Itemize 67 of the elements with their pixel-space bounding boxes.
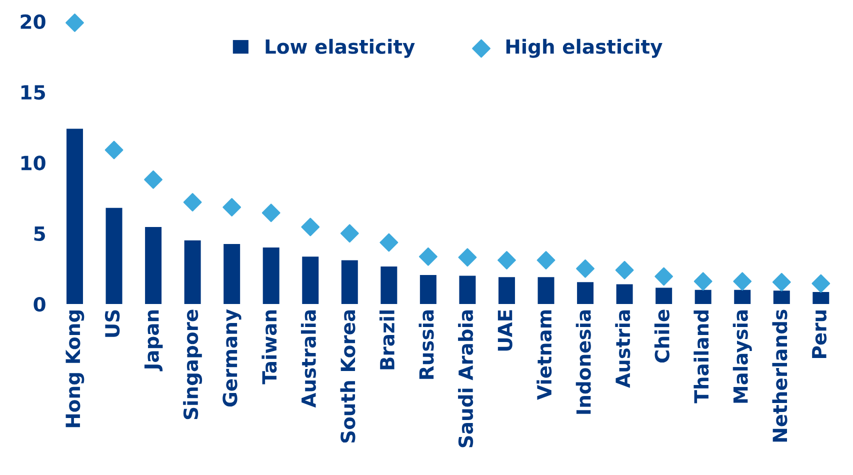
x-tick-label: Saudi Arabia [458,310,474,448]
x-tick-label: Japan [144,310,163,372]
x-tick-label: Hong Kong [66,310,84,428]
bar [773,290,790,304]
x-tick-label: Peru [812,310,827,358]
bar [380,266,398,304]
bar [262,247,280,304]
bar [812,292,830,304]
point [66,14,84,32]
bar [656,288,672,304]
legend-label: Low elasticity [266,38,415,58]
x-tick-label: Brazil [380,310,395,370]
bar [694,290,712,304]
x-tick-label: South Korea [340,310,356,443]
point [615,260,634,280]
bar [420,275,436,304]
x-tick-label: Singapore [183,310,202,420]
x-tick-label: UAE [498,310,512,351]
x-tick-label: Indonesia [576,310,591,414]
point [458,248,477,267]
x-tick-label: Austria [615,310,630,388]
bar [498,277,515,304]
bar [459,276,476,304]
point [498,250,516,270]
bar [66,128,83,304]
point [144,170,162,189]
point [536,250,556,270]
point [380,233,398,252]
y-tick-label: 10 [21,156,46,170]
x-tick-label: Germany [222,309,242,407]
x-tick-label: Thailand [694,310,709,404]
point [772,272,791,292]
legend-label: High elasticity [506,38,662,58]
point [733,272,752,291]
x-tick-label: Chile [654,310,670,363]
point [694,272,712,291]
bar [184,240,201,304]
point [104,140,124,160]
x-tick-label: Australia [300,310,316,408]
x-tick-label: Malaysia [732,310,752,403]
point [262,204,280,222]
y-tick-label: 5 [34,226,45,242]
point [576,259,594,278]
point [812,274,830,293]
y-tick-label: 20 [20,14,46,30]
y-tick-label: 15 [21,85,45,100]
bar [341,260,358,304]
point [301,218,320,236]
point [418,247,438,266]
bar [734,290,751,304]
bar [538,277,554,304]
x-tick-label: Netherlands [772,310,788,442]
x-tick-label: Taiwan [262,310,277,384]
bar [302,256,319,304]
bar [106,208,122,304]
x-tick-label: US [104,310,120,337]
y-tick-label: 0 [34,296,46,312]
point [654,267,674,286]
point [340,224,359,243]
bar [577,282,594,304]
x-tick-label: Vietnam [536,310,552,400]
point [222,198,242,216]
bar [145,226,162,304]
bar [224,244,240,304]
bar [616,284,633,304]
point [183,193,202,212]
x-tick-label: Russia [418,310,434,379]
